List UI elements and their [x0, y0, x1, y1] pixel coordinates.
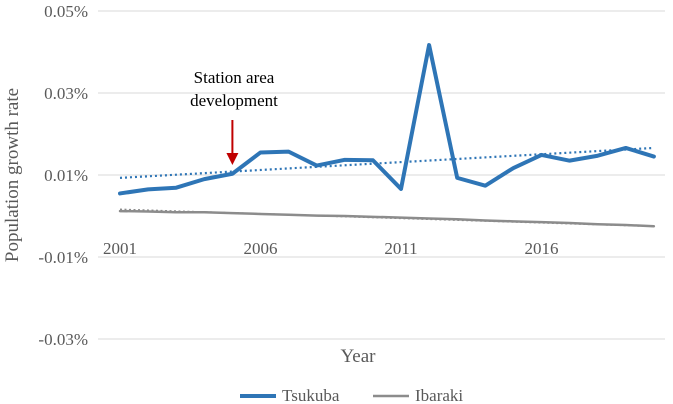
legend-label-ibaraki: Ibaraki	[415, 386, 463, 404]
series-lines	[118, 43, 656, 228]
legend-label-tsukuba: Tsukuba	[282, 386, 340, 404]
x-tick-labels: 2001 2006 2011 2016	[103, 239, 559, 258]
y-tick-labels: 0.05% 0.03% 0.01% -0.01% -0.03%	[38, 2, 88, 349]
x-axis-label: Year	[340, 346, 376, 367]
x-tick-label: 2001	[103, 239, 137, 258]
y-axis-label: Population growth rate	[2, 88, 23, 262]
annotation-arrow-head	[226, 153, 239, 165]
x-tick-label: 2011	[384, 239, 417, 258]
y-tick-label: 0.01%	[44, 166, 88, 185]
y-tick-label: 0.03%	[44, 84, 88, 103]
series-line-tsukuba	[118, 43, 656, 196]
annotation-station-area: Station area development	[190, 68, 278, 165]
y-tick-label: -0.01%	[38, 248, 88, 267]
y-tick-label: -0.03%	[38, 330, 88, 349]
gridlines	[98, 10, 665, 340]
trendline-tsukuba	[119, 146, 654, 179]
x-tick-label: 2016	[525, 239, 559, 258]
annotation-text-line-2: development	[190, 91, 278, 110]
annotation-text-line-1: Station area	[194, 68, 275, 87]
y-tick-label: 0.05%	[44, 2, 88, 21]
x-tick-label: 2006	[244, 239, 278, 258]
legend: Tsukuba Ibaraki	[240, 386, 463, 404]
series-line-ibaraki	[118, 209, 656, 228]
